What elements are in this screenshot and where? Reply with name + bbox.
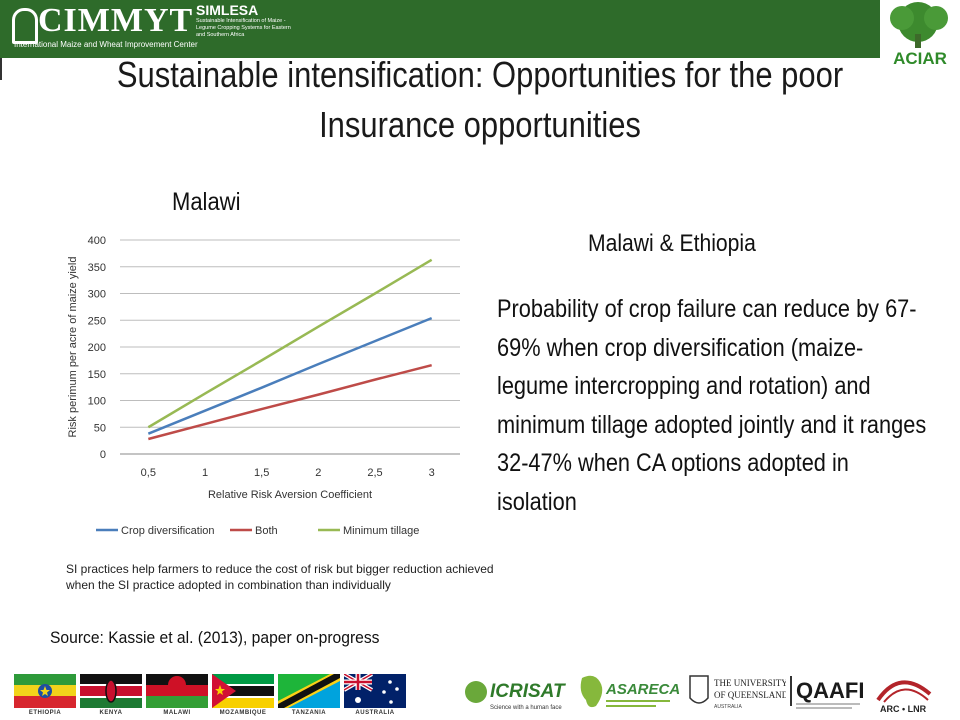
simlesa-subtitle: Sustainable Intensification of Maize - L… — [196, 18, 291, 38]
australia-flag-icon — [344, 674, 406, 708]
uq-line-2: OF QUEENSLAND — [714, 690, 786, 700]
arc-logo: ARC • LNR — [876, 680, 932, 714]
x-tick-label: 3 — [429, 467, 435, 479]
aciar-tree-icon: ACIAR — [890, 2, 948, 68]
simlesa-name: SIMLESA — [196, 2, 259, 18]
x-axis-label: Relative Risk Aversion Coefficient — [208, 489, 372, 501]
uq-logo: THE UNIVERSITY OF QUEENSLAND AUSTRALIA — [689, 675, 786, 710]
x-tick-label: 1 — [202, 467, 208, 479]
divider — [0, 58, 2, 80]
y-tick-label: 50 — [94, 422, 106, 434]
flag-label-malawi: MALAWI — [163, 710, 191, 716]
qaafi-logo: QAAFI — [790, 676, 864, 709]
y-tick-label: 400 — [88, 235, 106, 247]
legend-label: Minimum tillage — [343, 525, 419, 537]
uq-crest-icon — [689, 675, 709, 704]
title-line-2: Insurance opportunities — [319, 104, 641, 145]
y-tick-label: 300 — [88, 289, 106, 301]
flag-label-kenya: KENYA — [99, 710, 123, 716]
body-text: Probability of crop failure can reduce b… — [497, 295, 927, 516]
icrisat-name: ICRISAT — [490, 681, 566, 702]
y-axis-label: Risk perimum per acre of maize yield — [67, 257, 79, 438]
x-tick-label: 2,5 — [367, 467, 382, 479]
arc-swoosh-icon — [876, 680, 932, 702]
chart-note: SI practices help farmers to reduce the … — [66, 562, 494, 592]
tanzania-flag-icon — [278, 674, 340, 708]
page-title: Sustainable intensification: Opportuniti… — [67, 50, 893, 150]
cimmyt-name: CIMMYT — [38, 2, 194, 39]
mozambique-flag-icon — [212, 674, 274, 708]
flag-label-tanzania: TANZANIA — [291, 710, 327, 716]
y-tick-label: 150 — [88, 369, 106, 381]
kenya-flag-icon — [80, 674, 142, 708]
malawi-flag-icon — [146, 674, 208, 708]
y-tick-label: 0 — [100, 449, 106, 461]
source-citation: Source: Kassie et al. (2013), paper on-p… — [50, 628, 380, 647]
y-tick-label: 250 — [88, 315, 106, 327]
x-tick-label: 1,5 — [254, 467, 269, 479]
flag-label-ethiopia: ETHIOPIA — [28, 710, 62, 716]
uq-line-3: AUSTRALIA — [714, 704, 742, 710]
asareca-logo: ASARECA — [580, 675, 680, 708]
qaafi-name: QAAFI — [796, 678, 864, 703]
flag-label-mozambique: MOZAMBIQUE — [219, 710, 267, 716]
line-chart: 0 50 100 150 200 250 300 350 400 0,5 1 1,5 2 2,5 3 Rela… — [67, 235, 460, 537]
chart-heading: Malawi — [172, 188, 241, 216]
y-tick-label: 350 — [88, 262, 106, 274]
flag-label-australia: AUSTRALIA — [355, 710, 395, 716]
series-line — [147, 258, 433, 429]
footer-logos: ETHIOPIA KENYA MALAWI MOZAMBIQUE TANZANI… — [0, 668, 960, 720]
cimmyt-subtitle: International Maize and Wheat Improvemen… — [14, 40, 198, 49]
arc-name: ARC • LNR — [880, 704, 927, 714]
cimmyt-emblem-icon — [12, 8, 38, 44]
simlesa-logo: SIMLESA Sustainable Intensification of M… — [196, 2, 296, 54]
title-line-1: Sustainable intensification: Opportuniti… — [116, 54, 844, 95]
series-line — [148, 363, 432, 441]
x-tick-label: 2 — [315, 467, 321, 479]
y-tick-label: 100 — [88, 396, 106, 408]
icrisat-leaf-icon — [465, 681, 487, 703]
ethiopia-flag-icon — [14, 674, 76, 708]
aciar-logo: ACIAR — [880, 0, 960, 80]
header-band — [0, 0, 880, 58]
aciar-name: ACIAR — [893, 49, 947, 68]
icrisat-logo: ICRISAT Science with a human face — [465, 681, 566, 711]
series-line — [147, 316, 433, 435]
cimmyt-logo: CIMMYT International Maize and Wheat Imp… — [8, 2, 198, 54]
legend-label: Crop diversification — [121, 525, 215, 537]
africa-map-icon — [580, 675, 603, 708]
x-tick-label: 0,5 — [141, 467, 156, 479]
legend-label: Both — [255, 525, 278, 537]
icrisat-tagline: Science with a human face — [490, 705, 562, 711]
y-tick-label: 200 — [88, 342, 106, 354]
uq-line-1: THE UNIVERSITY — [714, 678, 786, 688]
right-heading: Malawi & Ethiopia — [588, 230, 756, 257]
asareca-name: ASARECA — [605, 681, 680, 698]
